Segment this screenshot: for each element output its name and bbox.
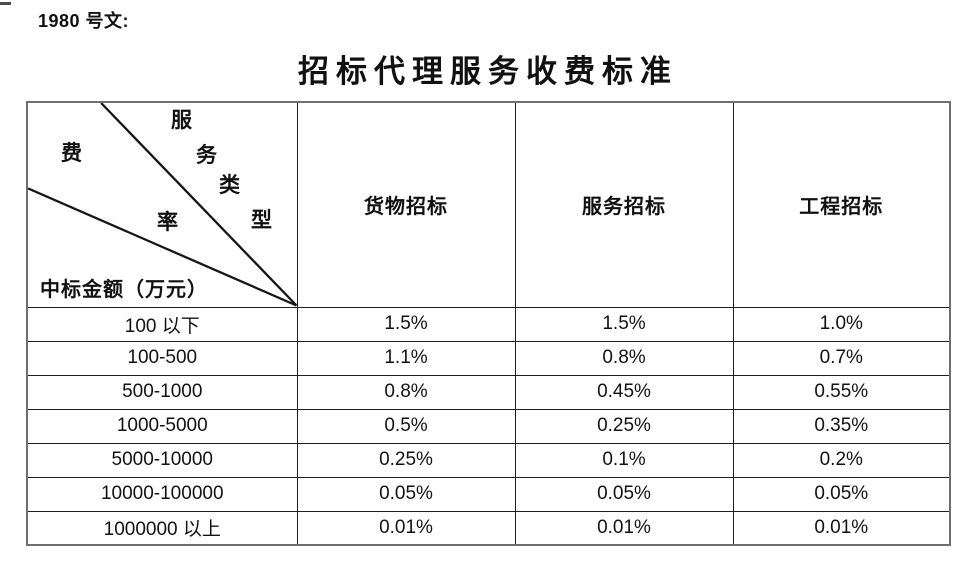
row-label: 500-1000 — [26, 374, 298, 410]
rate-cell: 0.01% — [514, 510, 734, 546]
column-header-goods: 货物招标 — [296, 101, 516, 308]
rate-cell: 0.01% — [732, 510, 951, 546]
table-row: 1000000 以上 0.01% 0.01% 0.01% — [26, 510, 951, 546]
diagonal-divider-lines — [28, 103, 297, 307]
column-header-engineering: 工程招标 — [732, 101, 951, 308]
row-label: 100 以下 — [26, 306, 298, 342]
rate-cell: 0.25% — [296, 442, 516, 478]
corner-rate-char: 率 — [157, 210, 178, 234]
rate-cell: 0.5% — [296, 408, 516, 444]
rate-cell: 0.05% — [296, 476, 516, 512]
fee-standard-table: 费 服 务 类 型 率 中标金额（万元） 货物招标 服务招标 工程招标 100 … — [26, 101, 951, 546]
rate-cell: 0.2% — [732, 442, 951, 478]
rate-cell: 1.5% — [514, 306, 734, 342]
row-label: 1000-5000 — [26, 408, 298, 444]
corner-service-char-4: 型 — [251, 208, 272, 232]
corner-fee-char: 费 — [61, 141, 82, 165]
corner-service-char-3: 类 — [219, 173, 240, 197]
table-row: 10000-100000 0.05% 0.05% 0.05% — [26, 476, 951, 512]
rate-cell: 0.1% — [514, 442, 734, 478]
rate-cell: 0.01% — [296, 510, 516, 546]
rate-cell: 0.25% — [514, 408, 734, 444]
table-row: 500-1000 0.8% 0.45% 0.55% — [26, 374, 951, 410]
rate-cell: 0.8% — [296, 374, 516, 410]
page-title: 招标代理服务收费标准 — [298, 54, 678, 89]
row-label: 10000-100000 — [26, 476, 298, 512]
diagonal-header-cell: 费 服 务 类 型 率 中标金额（万元） — [26, 101, 298, 308]
corner-service-char-2: 务 — [196, 143, 217, 167]
document-reference: 1980 号文: — [38, 11, 130, 31]
rate-cell: 0.7% — [732, 340, 951, 376]
corner-service-char-1: 服 — [171, 108, 192, 132]
rate-cell: 1.5% — [296, 306, 516, 342]
column-header-services: 服务招标 — [514, 101, 734, 308]
table-header-row: 费 服 务 类 型 率 中标金额（万元） 货物招标 服务招标 工程招标 — [26, 101, 951, 308]
table-row: 100 以下 1.5% 1.5% 1.0% — [26, 306, 951, 342]
rate-cell: 0.8% — [514, 340, 734, 376]
rate-cell: 1.1% — [296, 340, 516, 376]
screen-edge-artifact — [0, 2, 11, 5]
row-label: 5000-10000 — [26, 442, 298, 478]
rate-cell: 0.45% — [514, 374, 734, 410]
table-row: 100-500 1.1% 0.8% 0.7% — [26, 340, 951, 376]
rate-cell: 0.55% — [732, 374, 951, 410]
rate-cell: 1.0% — [732, 306, 951, 342]
row-label: 1000000 以上 — [26, 510, 298, 546]
rate-cell: 0.05% — [514, 476, 734, 512]
table-row: 5000-10000 0.25% 0.1% 0.2% — [26, 442, 951, 478]
row-label: 100-500 — [26, 340, 298, 376]
rate-cell: 0.35% — [732, 408, 951, 444]
corner-amount-label: 中标金额（万元） — [40, 279, 208, 301]
rate-cell: 0.05% — [732, 476, 951, 512]
table-row: 1000-5000 0.5% 0.25% 0.35% — [26, 408, 951, 444]
